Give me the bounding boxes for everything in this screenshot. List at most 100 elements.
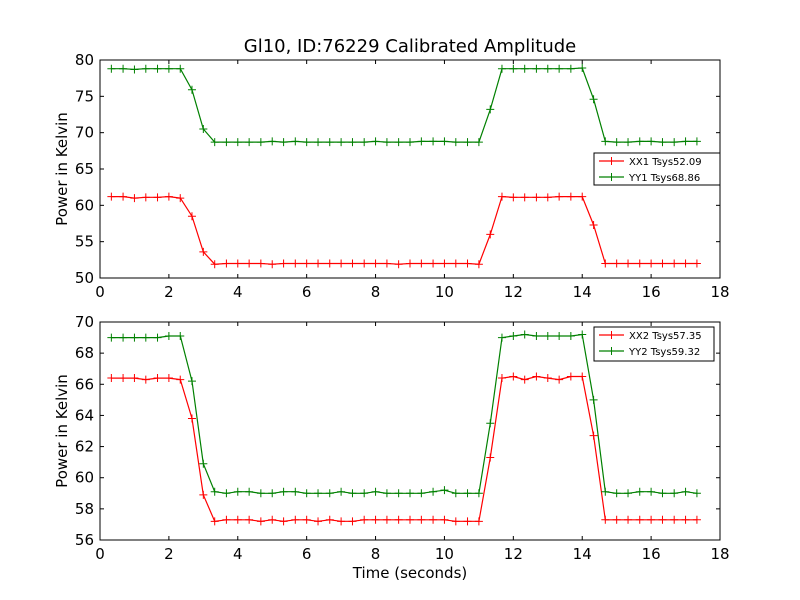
data-point (153, 193, 162, 202)
data-point (153, 64, 162, 73)
data-point (509, 193, 518, 202)
data-point (635, 259, 644, 268)
data-point (612, 489, 621, 498)
data-point (612, 515, 621, 524)
data-point (314, 517, 323, 526)
data-point (532, 64, 541, 73)
data-point (256, 259, 265, 268)
data-point (578, 63, 587, 72)
data-point (681, 259, 690, 268)
data-point (658, 259, 667, 268)
y-tick-label: 68 (75, 344, 94, 362)
data-point (176, 375, 185, 384)
data-point (210, 260, 219, 269)
data-point (417, 515, 426, 524)
data-point (670, 138, 679, 147)
data-point (233, 515, 242, 524)
data-point (612, 259, 621, 268)
x-tick-label: 14 (573, 545, 592, 563)
data-point (210, 138, 219, 147)
data-point (463, 259, 472, 268)
data-point (119, 192, 128, 201)
data-point (256, 489, 265, 498)
data-point (670, 515, 679, 524)
data-point (509, 64, 518, 73)
data-point (601, 259, 610, 268)
data-point (635, 137, 644, 146)
data-point (463, 489, 472, 498)
data-point (429, 487, 438, 496)
data-point (497, 192, 506, 201)
data-point (520, 193, 529, 202)
data-point (451, 517, 460, 526)
y-tick-label: 66 (75, 375, 94, 393)
data-point (555, 332, 564, 341)
x-tick-label: 10 (435, 545, 454, 563)
data-point (692, 137, 701, 146)
data-point (520, 375, 529, 384)
data-point (107, 333, 116, 342)
data-point (543, 332, 552, 341)
data-point (187, 85, 196, 94)
legend-label: XX2 Tsys57.35 (629, 331, 702, 342)
data-point (658, 515, 667, 524)
data-point (153, 333, 162, 342)
data-point (440, 137, 449, 146)
data-point (141, 375, 150, 384)
data-point (245, 138, 254, 147)
data-point (681, 487, 690, 496)
data-point (199, 490, 208, 499)
data-point (119, 64, 128, 73)
data-point (268, 489, 277, 498)
data-point (578, 372, 587, 381)
data-point (440, 486, 449, 495)
data-point (107, 374, 116, 383)
data-point (187, 377, 196, 386)
data-point (337, 517, 346, 526)
data-point (233, 487, 242, 496)
data-point (245, 259, 254, 268)
series-line-2-2 (111, 333, 697, 494)
data-point (566, 192, 575, 201)
data-point (601, 515, 610, 524)
x-tick-label: 0 (95, 545, 105, 563)
data-point (532, 332, 541, 341)
data-point (256, 517, 265, 526)
data-point (474, 260, 483, 269)
data-point (371, 137, 380, 146)
data-point (486, 453, 495, 462)
data-point (291, 259, 300, 268)
y-axis-label: Power in Kelvin (53, 112, 71, 226)
data-point (360, 515, 369, 524)
data-point (268, 137, 277, 146)
data-point (164, 64, 173, 73)
data-point (497, 64, 506, 73)
data-point (245, 515, 254, 524)
data-point (382, 515, 391, 524)
data-point (233, 259, 242, 268)
x-tick-label: 4 (233, 545, 243, 563)
data-point (268, 260, 277, 269)
data-point (429, 259, 438, 268)
y-tick-label: 55 (75, 233, 94, 251)
x-tick-label: 0 (95, 283, 105, 301)
data-point (222, 489, 231, 498)
data-point (578, 330, 587, 339)
data-point (497, 374, 506, 383)
data-point (256, 138, 265, 147)
data-point (348, 138, 357, 147)
data-point (555, 64, 564, 73)
data-point (291, 137, 300, 146)
data-point (348, 259, 357, 268)
data-point (141, 64, 150, 73)
data-point (348, 489, 357, 498)
data-point (440, 259, 449, 268)
data-point (497, 333, 506, 342)
data-point (486, 419, 495, 428)
legend-label: XX1 Tsys52.09 (629, 157, 702, 168)
data-point (647, 515, 656, 524)
data-point (429, 515, 438, 524)
data-point (647, 137, 656, 146)
data-point (589, 220, 598, 229)
data-point (463, 138, 472, 147)
